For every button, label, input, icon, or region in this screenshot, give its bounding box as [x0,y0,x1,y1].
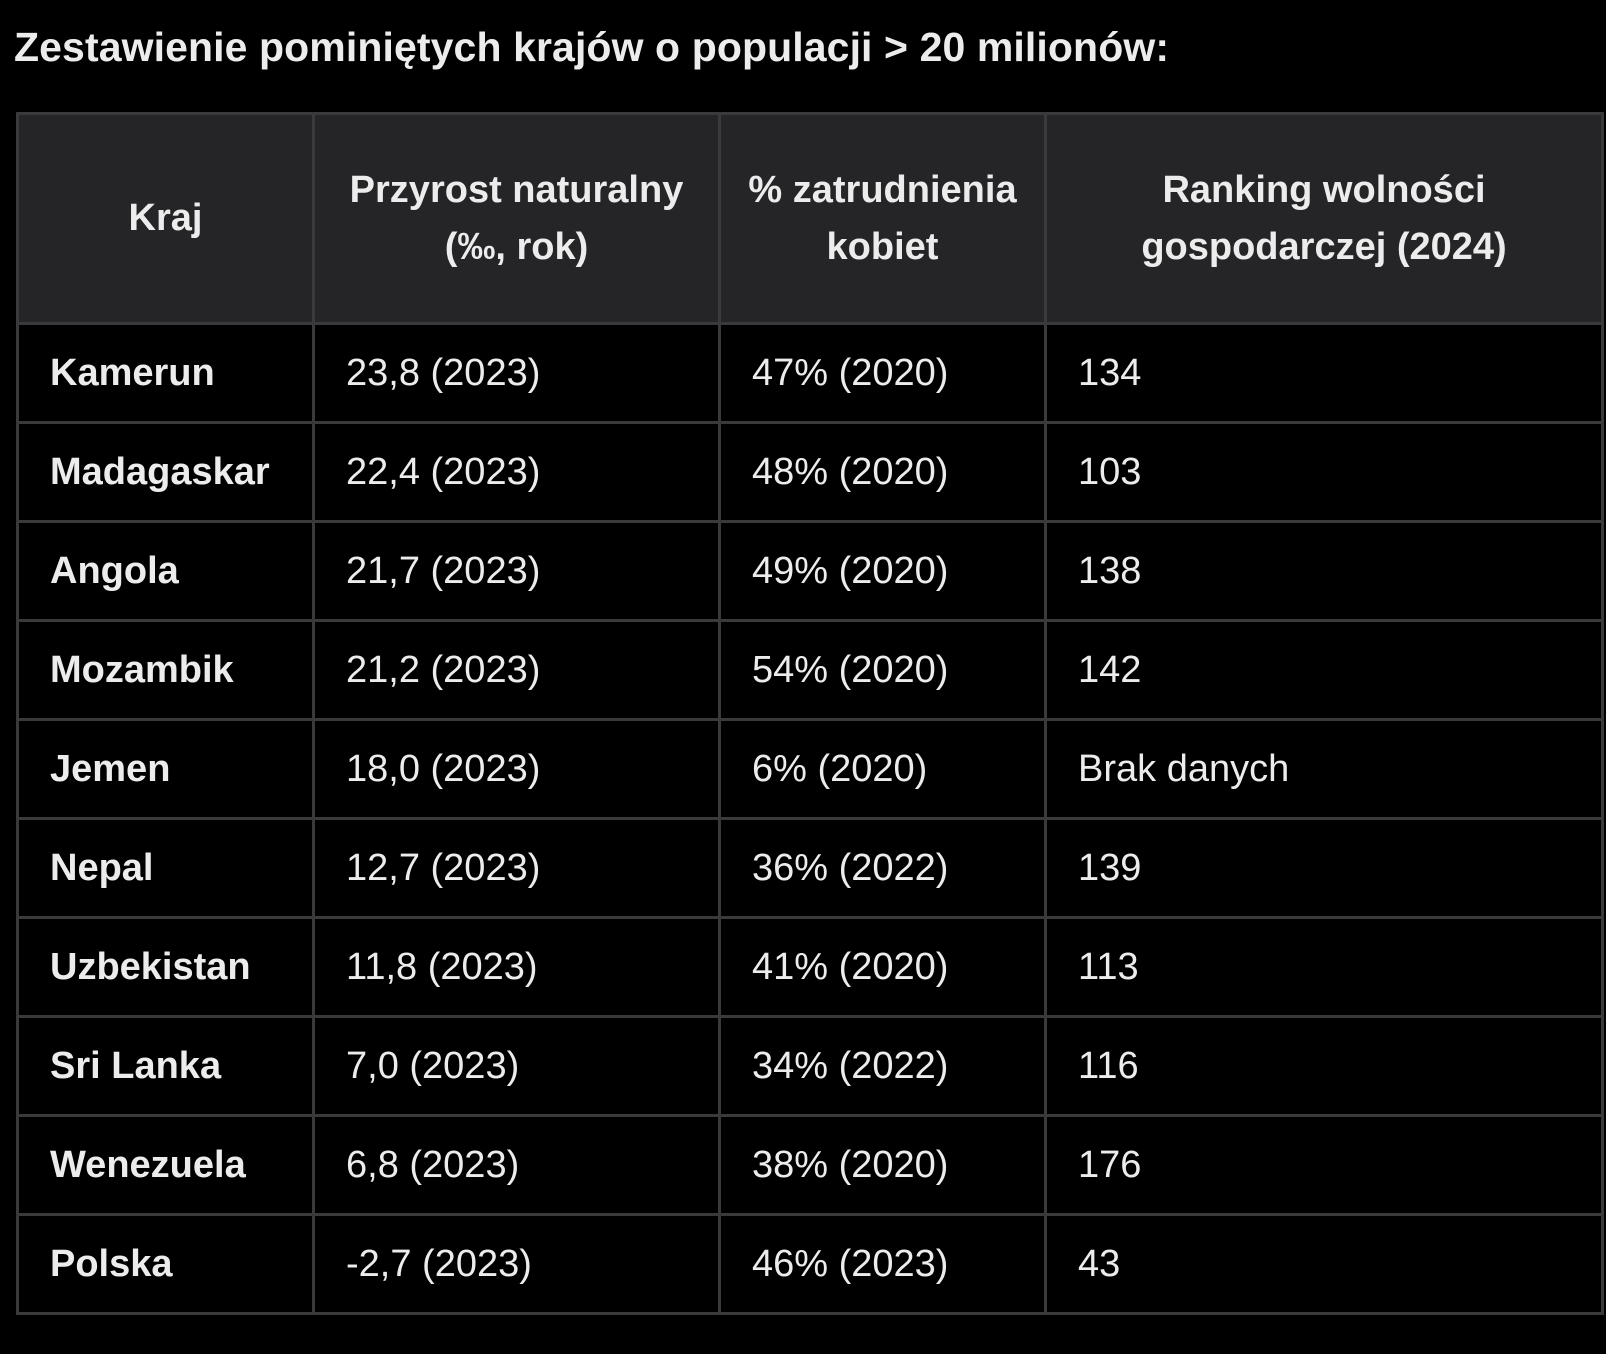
cell-female-employment: 46% (2023) [718,1213,1047,1315]
cell-female-employment: 6% (2020) [718,718,1047,820]
cell-natural-growth: 11,8 (2023) [312,916,721,1018]
table-row: Mozambik 21,2 (2023) 54% (2020) 142 [16,619,1604,721]
header-female-employment: % zatrudnienia kobiet [718,112,1047,325]
cell-country: Sri Lanka [16,1015,315,1117]
table-header: Kraj Przyrost naturalny (‰, rok) % zatru… [16,112,1604,325]
header-natural-growth: Przyrost naturalny (‰, rok) [312,112,721,325]
table-row: Kamerun 23,8 (2023) 47% (2020) 134 [16,322,1604,424]
cell-ranking: 113 [1044,916,1604,1018]
header-economic-freedom-ranking: Ranking wolności gospodarczej (2024) [1044,112,1604,325]
cell-ranking: 134 [1044,322,1604,424]
table-body: Kamerun 23,8 (2023) 47% (2020) 134 Madagaska… [16,322,1604,1315]
cell-natural-growth: 7,0 (2023) [312,1015,721,1117]
cell-female-employment: 34% (2022) [718,1015,1047,1117]
cell-female-employment: 36% (2022) [718,817,1047,919]
cell-ranking: 139 [1044,817,1604,919]
table-row: Nepal 12,7 (2023) 36% (2022) 139 [16,817,1604,919]
cell-female-employment: 54% (2020) [718,619,1047,721]
cell-country: Madagaskar [16,421,315,523]
cell-ranking: 142 [1044,619,1604,721]
cell-female-employment: 41% (2020) [718,916,1047,1018]
cell-natural-growth: 21,2 (2023) [312,619,721,721]
cell-country: Kamerun [16,322,315,424]
comparison-table: Kraj Przyrost naturalny (‰, rok) % zatru… [16,112,1604,1315]
cell-country: Mozambik [16,619,315,721]
table-row: Sri Lanka 7,0 (2023) 34% (2022) 116 [16,1015,1604,1117]
cell-country: Jemen [16,718,315,820]
cell-ranking: 176 [1044,1114,1604,1216]
cell-ranking: 43 [1044,1213,1604,1315]
cell-ranking: 116 [1044,1015,1604,1117]
cell-female-employment: 38% (2020) [718,1114,1047,1216]
cell-country: Uzbekistan [16,916,315,1018]
cell-natural-growth: 22,4 (2023) [312,421,721,523]
cell-female-employment: 49% (2020) [718,520,1047,622]
table-row: Wenezuela 6,8 (2023) 38% (2020) 176 [16,1114,1604,1216]
header-row: Kraj Przyrost naturalny (‰, rok) % zatru… [16,112,1604,325]
table-row: Madagaskar 22,4 (2023) 48% (2020) 103 [16,421,1604,523]
page-title: Zestawienie pominiętych krajów o populac… [14,24,1170,70]
cell-female-employment: 47% (2020) [718,322,1047,424]
table-row: Angola 21,7 (2023) 49% (2020) 138 [16,520,1604,622]
cell-female-employment: 48% (2020) [718,421,1047,523]
cell-country: Wenezuela [16,1114,315,1216]
comparison-table-container: Kraj Przyrost naturalny (‰, rok) % zatru… [16,112,1604,1315]
cell-country: Polska [16,1213,315,1315]
cell-natural-growth: 21,7 (2023) [312,520,721,622]
cell-natural-growth: 6,8 (2023) [312,1114,721,1216]
cell-country: Nepal [16,817,315,919]
cell-ranking: 103 [1044,421,1604,523]
cell-natural-growth: 12,7 (2023) [312,817,721,919]
cell-natural-growth: 18,0 (2023) [312,718,721,820]
table-row: Jemen 18,0 (2023) 6% (2020) Brak danych [16,718,1604,820]
cell-natural-growth: -2,7 (2023) [312,1213,721,1315]
cell-natural-growth: 23,8 (2023) [312,322,721,424]
cell-ranking: 138 [1044,520,1604,622]
table-row: Uzbekistan 11,8 (2023) 41% (2020) 113 [16,916,1604,1018]
cell-ranking: Brak danych [1044,718,1604,820]
table-row: Polska -2,7 (2023) 46% (2023) 43 [16,1213,1604,1315]
header-country: Kraj [16,112,315,325]
cell-country: Angola [16,520,315,622]
